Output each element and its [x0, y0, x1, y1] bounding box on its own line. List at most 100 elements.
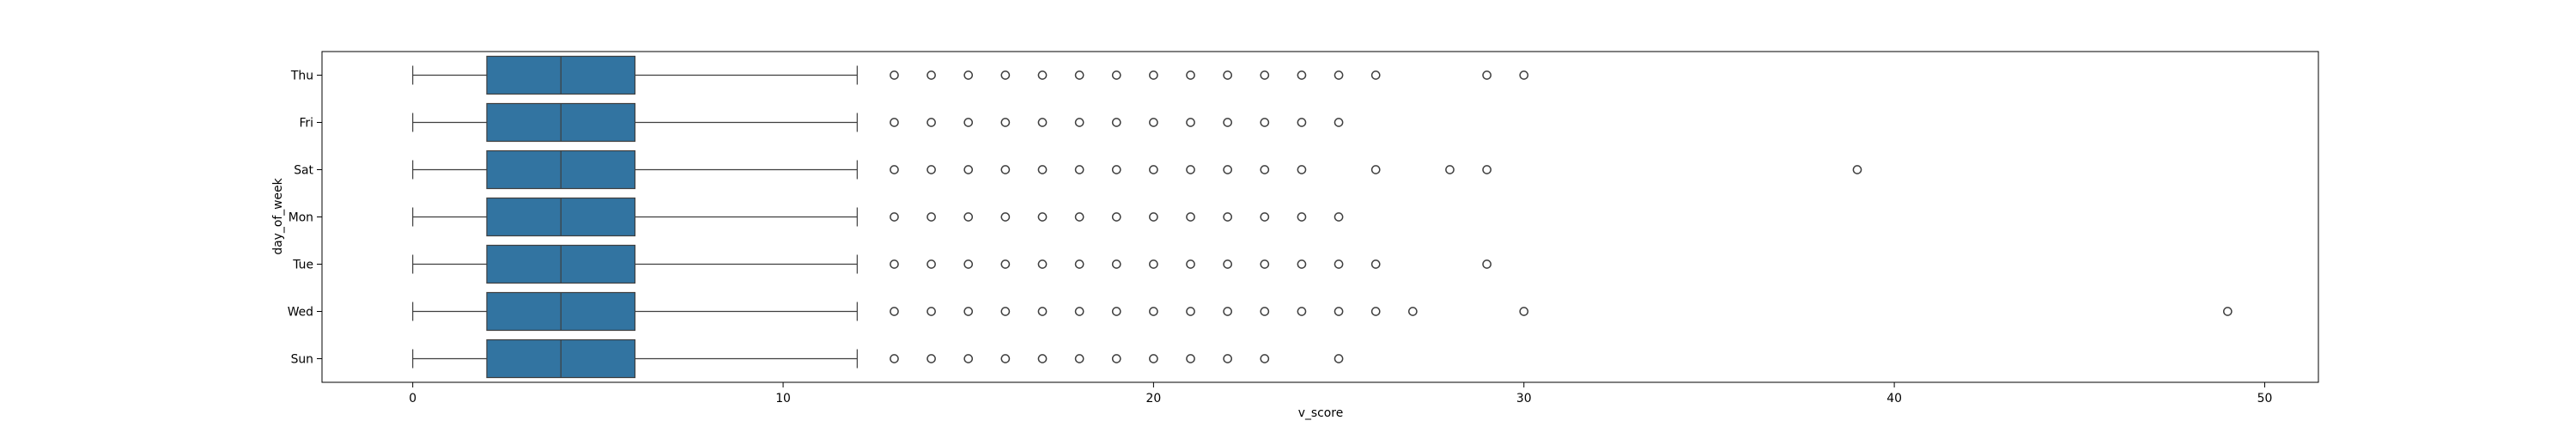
y-tick-label: Wed — [288, 306, 313, 320]
outlier-point — [1074, 165, 1084, 174]
outlier-point — [1407, 307, 1418, 316]
outlier-point — [1000, 70, 1011, 80]
x-tick-label: 20 — [1146, 392, 1162, 406]
outlier-point — [1000, 259, 1011, 269]
outlier-point — [1370, 70, 1381, 80]
outlier-point — [1370, 165, 1381, 174]
outlier-point — [927, 165, 936, 174]
outlier-point — [1000, 307, 1011, 316]
outlier-point — [1186, 307, 1195, 316]
box-group-wed — [412, 291, 858, 332]
outlier-point — [1149, 259, 1158, 269]
outlier-point — [1074, 118, 1084, 127]
x-tick-label: 30 — [1516, 392, 1532, 406]
outlier-point — [2222, 307, 2233, 316]
outlier-point — [1223, 165, 1233, 174]
outlier-point — [1334, 354, 1344, 363]
box-group-sun — [412, 338, 858, 379]
outlier-point — [1223, 212, 1233, 222]
outlier-point — [1445, 165, 1455, 174]
outlier-point — [1149, 70, 1158, 80]
outlier-point — [1074, 70, 1084, 80]
outliers-tue — [890, 259, 1492, 269]
outlier-point — [1223, 70, 1233, 80]
outlier-point — [1297, 212, 1307, 222]
outlier-point — [1334, 70, 1344, 80]
outlier-point — [1111, 212, 1121, 222]
box-group-fri — [412, 102, 858, 143]
x-tick-label: 40 — [1886, 392, 1902, 406]
y-tick-label: Thu — [290, 70, 313, 83]
outliers-fri — [890, 118, 1344, 127]
outlier-point — [1149, 354, 1158, 363]
x-tick-label: 0 — [409, 392, 416, 406]
outlier-point — [1482, 259, 1492, 269]
outlier-point — [1260, 118, 1270, 127]
outlier-point — [1852, 165, 1862, 174]
outlier-point — [1223, 118, 1233, 127]
outlier-point — [1074, 307, 1084, 316]
outlier-point — [1223, 307, 1233, 316]
outlier-point — [890, 354, 899, 363]
outlier-point — [963, 165, 974, 174]
outlier-point — [1037, 354, 1048, 363]
outlier-point — [1111, 307, 1121, 316]
x-tick-label: 10 — [775, 392, 791, 406]
y-tick-label: Sun — [291, 353, 313, 367]
outlier-point — [1074, 259, 1084, 269]
outlier-point — [927, 307, 936, 316]
outlier-point — [1260, 165, 1270, 174]
outlier-point — [1297, 118, 1307, 127]
outlier-point — [1186, 118, 1195, 127]
outlier-point — [1297, 165, 1307, 174]
outlier-point — [1370, 307, 1381, 316]
outlier-point — [1037, 212, 1048, 222]
outlier-point — [1149, 118, 1158, 127]
outliers-sat — [890, 165, 1862, 174]
outlier-point — [963, 259, 974, 269]
box-group-thu — [412, 55, 858, 95]
outlier-point — [927, 212, 936, 222]
outlier-point — [963, 307, 974, 316]
outlier-point — [1370, 259, 1381, 269]
outlier-point — [890, 165, 899, 174]
x-tick-label: 50 — [2257, 392, 2273, 406]
outlier-point — [1334, 212, 1344, 222]
outlier-point — [1482, 165, 1492, 174]
outlier-point — [1297, 307, 1307, 316]
y-axis-label: day_of_week — [271, 178, 285, 254]
outlier-point — [1037, 118, 1048, 127]
outlier-point — [1111, 354, 1121, 363]
outlier-point — [963, 118, 974, 127]
outlier-point — [1037, 165, 1048, 174]
outlier-point — [1149, 307, 1158, 316]
outlier-point — [1223, 259, 1233, 269]
outlier-point — [1186, 165, 1195, 174]
outlier-point — [1111, 118, 1121, 127]
outlier-point — [1037, 307, 1048, 316]
boxes-layer — [412, 55, 858, 379]
y-tick-label: Mon — [289, 211, 313, 225]
box-group-sat — [412, 149, 858, 190]
outliers-thu — [890, 70, 1529, 80]
outlier-point — [1482, 70, 1492, 80]
outlier-point — [963, 70, 974, 80]
outlier-point — [1260, 70, 1270, 80]
x-axis-label: v_score — [1298, 406, 1344, 420]
outlier-point — [1519, 70, 1529, 80]
outliers-sun — [890, 354, 1344, 363]
outlier-point — [1037, 259, 1048, 269]
outlier-point — [890, 259, 899, 269]
outlier-point — [927, 259, 936, 269]
box-group-mon — [412, 197, 858, 237]
outlier-point — [1111, 165, 1121, 174]
outlier-point — [1297, 259, 1307, 269]
outlier-point — [1334, 118, 1344, 127]
outlier-point — [890, 307, 899, 316]
outlier-point — [1260, 259, 1270, 269]
outlier-point — [963, 212, 974, 222]
x-axis: 0 10 20 30 40 50 — [409, 382, 2272, 406]
outlier-point — [1000, 118, 1011, 127]
